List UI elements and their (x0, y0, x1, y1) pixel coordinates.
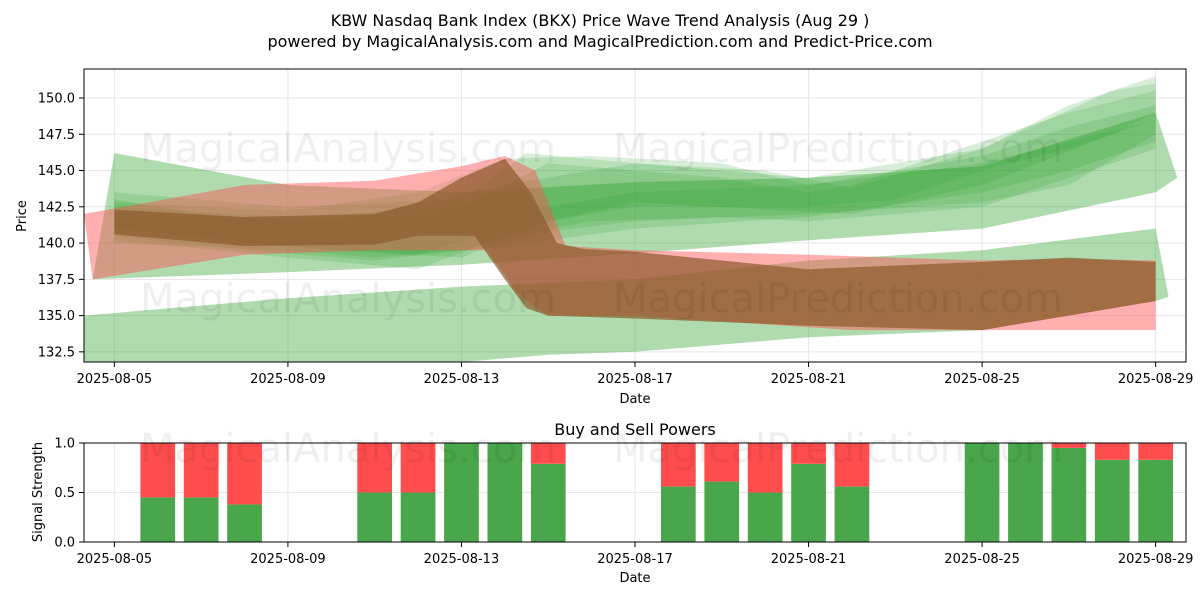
price-band-green-4 (114, 105, 1156, 261)
buy-bar (1094, 459, 1130, 542)
price-y-tick-label: 137.5 (38, 273, 75, 288)
signal-x-tick-label: 2025-08-29 (1118, 552, 1194, 567)
buy-bar (1051, 447, 1087, 542)
price-band-brown-8 (114, 158, 1156, 331)
signal-x-tick-label: 2025-08-05 (77, 552, 153, 567)
buy-bar (747, 492, 783, 542)
sell-bar (140, 443, 176, 498)
signal-y-ticks: 0.0 0.5 1.0 (54, 437, 84, 551)
sell-bar (747, 443, 783, 493)
buy-bar (357, 492, 392, 542)
chart-subtitle: powered by MagicalAnalysis.com and Magic… (267, 32, 932, 51)
signal-y-label: Signal Strength (31, 442, 46, 542)
signal-panel: Buy and Sell Powers MagicalAnalysis.com … (31, 420, 1193, 586)
signal-x-tick-label: 2025-08-09 (250, 552, 326, 567)
watermark-1: MagicalAnalysis.com (140, 126, 556, 172)
watermark-3: MagicalAnalysis.com (140, 276, 556, 322)
buy-bar (400, 492, 436, 542)
price-y-tick-label: 132.5 (38, 345, 75, 360)
signal-y-tick-label: 0.5 (54, 486, 75, 501)
price-panel: MagicalAnalysis.com MagicalPrediction.co… (15, 68, 1194, 407)
price-x-tick-label: 2025-08-17 (597, 372, 673, 387)
sell-bar (1051, 443, 1087, 448)
price-x-tick-label: 2025-08-25 (944, 372, 1020, 387)
buy-bar (834, 486, 870, 542)
price-y-tick-label: 145.0 (38, 164, 75, 179)
price-x-tick-label: 2025-08-05 (77, 372, 153, 387)
signal-x-ticks: 2025-08-05 2025-08-09 2025-08-13 2025-08-17… (77, 542, 1194, 567)
price-x-tick-label: 2025-08-09 (250, 372, 326, 387)
buy-bar (444, 443, 479, 542)
signal-x-tick-label: 2025-08-25 (944, 552, 1020, 567)
watermark-4: MagicalPrediction.com (613, 276, 1063, 322)
sell-bar (400, 443, 436, 493)
buy-bar (964, 443, 1000, 542)
buy-bar (661, 486, 696, 542)
buy-bar (1138, 459, 1173, 542)
signal-y-tick-label: 1.0 (54, 437, 75, 452)
buy-bar (140, 497, 176, 542)
watermark-2: MagicalPrediction.com (613, 126, 1063, 172)
sell-bar (704, 443, 740, 482)
sell-bar (791, 443, 826, 464)
price-x-tick-label: 2025-08-29 (1118, 372, 1194, 387)
price-y-ticks: 132.5 135.0 137.5 140.0 142.5 145.0 147.5 150.0 (38, 92, 84, 360)
sell-bar (661, 443, 696, 487)
buy-bar (1008, 443, 1043, 542)
price-y-tick-label: 150.0 (38, 92, 75, 107)
sell-bar (1094, 443, 1130, 460)
signal-x-tick-label: 2025-08-17 (597, 552, 673, 567)
signal-x-tick-label: 2025-08-21 (771, 552, 847, 567)
price-x-tick-label: 2025-08-13 (424, 372, 500, 387)
price-x-ticks: 2025-08-05 2025-08-09 2025-08-13 2025-08-17… (77, 362, 1194, 387)
price-band-green-3 (114, 90, 1156, 255)
signal-title: Buy and Sell Powers (554, 420, 716, 439)
price-band-green-2 (114, 76, 1156, 258)
watermark-6: MagicalPrediction.com (613, 426, 1063, 472)
sell-bar (183, 443, 219, 498)
sell-bar (357, 443, 392, 493)
price-bands (84, 76, 1178, 362)
buy-bar (227, 504, 262, 542)
buy-bar (704, 481, 740, 542)
price-y-tick-label: 142.5 (38, 200, 75, 215)
signal-x-label: Date (619, 571, 650, 586)
price-x-label: Date (619, 392, 650, 407)
price-x-tick-label: 2025-08-21 (771, 372, 847, 387)
signal-bars (140, 443, 1173, 542)
signal-y-tick-label: 0.0 (54, 536, 75, 551)
signal-x-tick-label: 2025-08-13 (424, 552, 500, 567)
watermark-5: MagicalAnalysis.com (140, 426, 556, 472)
price-y-label: Price (15, 200, 30, 232)
buy-bar (183, 497, 219, 542)
buy-bar (530, 463, 566, 542)
sell-bar (1138, 443, 1173, 460)
price-y-tick-label: 135.0 (38, 309, 75, 324)
sell-bar (530, 443, 566, 464)
buy-bar (487, 443, 523, 542)
sell-bar (227, 443, 262, 505)
sell-bar (834, 443, 870, 487)
chart-title: KBW Nasdaq Bank Index (BKX) Price Wave T… (331, 11, 870, 30)
price-y-tick-label: 140.0 (38, 237, 75, 252)
buy-bar (791, 463, 826, 542)
price-y-tick-label: 147.5 (38, 128, 75, 143)
